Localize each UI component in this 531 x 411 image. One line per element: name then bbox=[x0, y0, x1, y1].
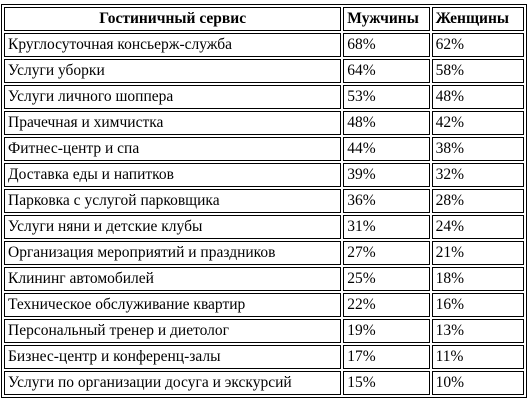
cell-women: 28% bbox=[431, 189, 524, 213]
cell-men: 22% bbox=[343, 293, 430, 317]
cell-women: 11% bbox=[431, 345, 524, 369]
cell-men: 27% bbox=[343, 241, 430, 265]
cell-women: 42% bbox=[431, 111, 524, 135]
header-men: Мужчины bbox=[343, 7, 430, 31]
cell-women: 10% bbox=[431, 371, 524, 395]
cell-service: Услуги уборки bbox=[4, 59, 342, 83]
table-row: Услуги по организации досуга и экскурсий… bbox=[4, 371, 524, 395]
cell-service: Клининг автомобилей bbox=[4, 267, 342, 291]
cell-service: Парковка с услугой парковщика bbox=[4, 189, 342, 213]
header-service: Гостиничный сервис bbox=[4, 7, 342, 31]
table-row: Персональный тренер и диетолог 19% 13% bbox=[4, 319, 524, 343]
cell-men: 39% bbox=[343, 163, 430, 187]
table-header: Гостиничный сервис Мужчины Женщины bbox=[4, 7, 524, 31]
cell-women: 13% bbox=[431, 319, 524, 343]
cell-service: Круглосуточная консьерж-служба bbox=[4, 33, 342, 57]
cell-men: 44% bbox=[343, 137, 430, 161]
table-row: Услуги личного шоппера 53% 48% bbox=[4, 85, 524, 109]
cell-service: Услуги по организации досуга и экскурсий bbox=[4, 371, 342, 395]
hotel-services-table: Гостиничный сервис Мужчины Женщины Кругл… bbox=[1, 4, 527, 398]
table-row: Бизнес-центр и конференц-залы 17% 11% bbox=[4, 345, 524, 369]
cell-service: Бизнес-центр и конференц-залы bbox=[4, 345, 342, 369]
cell-service: Услуги личного шоппера bbox=[4, 85, 342, 109]
cell-men: 19% bbox=[343, 319, 430, 343]
table-row: Прачечная и химчистка 48% 42% bbox=[4, 111, 524, 135]
table-row: Круглосуточная консьерж-служба 68% 62% bbox=[4, 33, 524, 57]
cell-women: 32% bbox=[431, 163, 524, 187]
cell-service: Организация мероприятий и праздников bbox=[4, 241, 342, 265]
cell-men: 48% bbox=[343, 111, 430, 135]
cell-men: 15% bbox=[343, 371, 430, 395]
cell-service: Доставка еды и напитков bbox=[4, 163, 342, 187]
table-row: Фитнес-центр и спа 44% 38% bbox=[4, 137, 524, 161]
table-row: Услуги уборки 64% 58% bbox=[4, 59, 524, 83]
header-women: Женщины bbox=[431, 7, 524, 31]
cell-service: Услуги няни и детские клубы bbox=[4, 215, 342, 239]
table-row: Клининг автомобилей 25% 18% bbox=[4, 267, 524, 291]
cell-men: 64% bbox=[343, 59, 430, 83]
cell-men: 25% bbox=[343, 267, 430, 291]
table-row: Доставка еды и напитков 39% 32% bbox=[4, 163, 524, 187]
table-row: Техническое обслуживание квартир 22% 16% bbox=[4, 293, 524, 317]
cell-service: Прачечная и химчистка bbox=[4, 111, 342, 135]
cell-women: 18% bbox=[431, 267, 524, 291]
cell-women: 21% bbox=[431, 241, 524, 265]
cell-women: 62% bbox=[431, 33, 524, 57]
cell-women: 38% bbox=[431, 137, 524, 161]
table-row: Организация мероприятий и праздников 27% 2… bbox=[4, 241, 524, 265]
cell-men: 17% bbox=[343, 345, 430, 369]
cell-women: 48% bbox=[431, 85, 524, 109]
table-body: Круглосуточная консьерж-служба 68% 62% Услу… bbox=[4, 33, 524, 395]
cell-men: 36% bbox=[343, 189, 430, 213]
table-row: Парковка с услугой парковщика 36% 28% bbox=[4, 189, 524, 213]
cell-service: Техническое обслуживание квартир bbox=[4, 293, 342, 317]
cell-women: 24% bbox=[431, 215, 524, 239]
header-row: Гостиничный сервис Мужчины Женщины bbox=[4, 7, 524, 31]
cell-women: 16% bbox=[431, 293, 524, 317]
cell-men: 31% bbox=[343, 215, 430, 239]
cell-men: 53% bbox=[343, 85, 430, 109]
table-row: Услуги няни и детские клубы 31% 24% bbox=[4, 215, 524, 239]
cell-women: 58% bbox=[431, 59, 524, 83]
cell-service: Персональный тренер и диетолог bbox=[4, 319, 342, 343]
cell-men: 68% bbox=[343, 33, 430, 57]
cell-service: Фитнес-центр и спа bbox=[4, 137, 342, 161]
